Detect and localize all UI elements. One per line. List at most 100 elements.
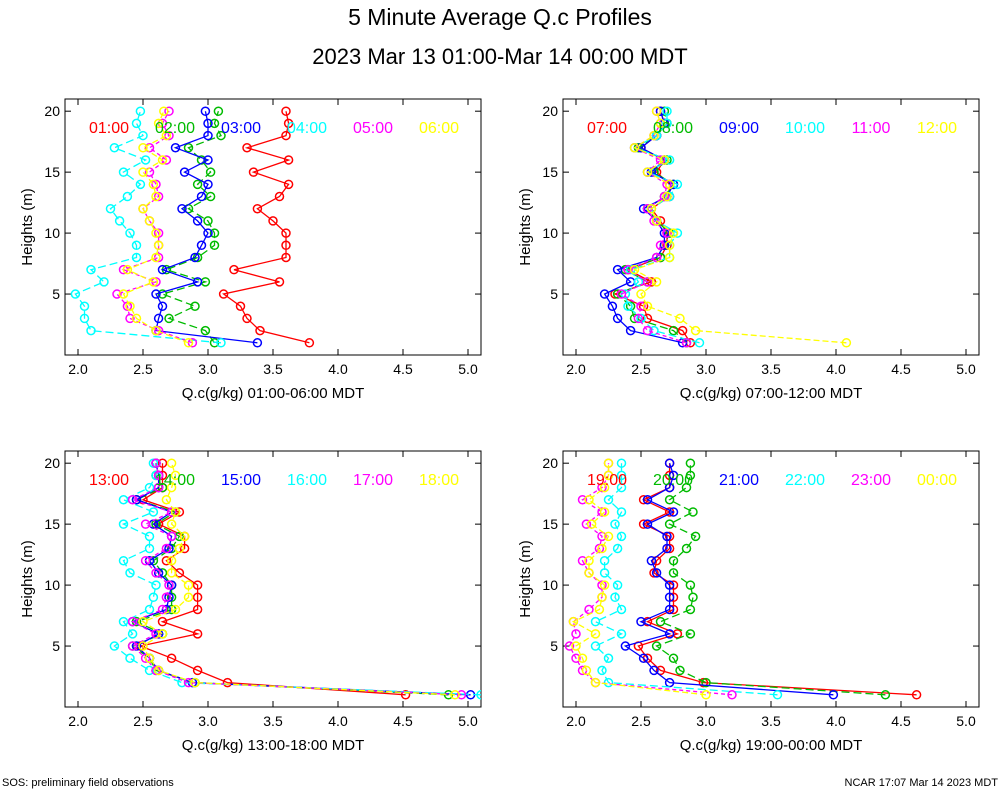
data-point — [590, 677, 601, 688]
data-point — [164, 313, 174, 324]
data-point — [638, 301, 649, 311]
data-point — [649, 130, 659, 141]
data-point — [148, 277, 159, 287]
x-tick-label: 2.0 — [68, 713, 88, 729]
chart-panel-1: 2.0 2.5 3.0 3.5 4.0 4.5 5.0 5 10 15 20 Q.c(g/kg) 01… — [19, 98, 482, 402]
data-point — [616, 604, 627, 615]
data-point — [140, 519, 151, 529]
plot-frame — [64, 450, 482, 708]
data-point — [681, 543, 692, 554]
data-point — [664, 155, 675, 165]
data-point — [629, 143, 640, 153]
x-tick-label: 2.5 — [133, 713, 153, 729]
data-point — [164, 106, 174, 116]
legend-label: 02:00 — [155, 120, 195, 137]
data-point — [636, 301, 646, 311]
data-point — [633, 277, 644, 287]
data-point — [400, 690, 411, 700]
data-point — [599, 289, 610, 299]
data-point — [153, 482, 164, 493]
data-point — [664, 240, 675, 251]
series-line-19:00 — [637, 463, 917, 696]
data-point — [229, 264, 239, 275]
data-point — [144, 604, 155, 615]
y-tick-label: 10 — [44, 225, 60, 241]
data-point — [690, 531, 701, 542]
data-point — [205, 191, 216, 202]
series-line-17:00 — [130, 463, 462, 696]
data-point — [662, 106, 672, 116]
data-point — [151, 228, 161, 238]
data-point — [649, 325, 659, 336]
series-line-12:00 — [632, 111, 847, 344]
data-point — [668, 568, 679, 578]
data-point — [599, 568, 610, 578]
x-tick-label: 5.0 — [458, 713, 478, 729]
data-point — [642, 325, 653, 336]
legend-label: 17:00 — [353, 472, 393, 489]
data-point — [79, 301, 90, 311]
legend-label: 07:00 — [587, 120, 627, 137]
data-point — [584, 495, 594, 505]
data-point — [125, 653, 135, 663]
data-point — [153, 665, 164, 676]
data-point — [659, 155, 670, 165]
data-point — [610, 519, 620, 529]
x-tick-label: 3.5 — [263, 361, 283, 377]
data-point — [655, 665, 666, 676]
data-point — [135, 106, 146, 116]
data-point — [685, 458, 696, 468]
data-point — [218, 289, 229, 299]
data-point — [153, 568, 164, 578]
data-point — [166, 482, 177, 493]
data-point — [668, 228, 679, 238]
series-line-14:00 — [131, 463, 449, 696]
data-point — [841, 338, 852, 348]
x-axis-label: Q.c(g/kg) 19:00-00:00 MDT — [680, 737, 863, 754]
data-point — [283, 118, 294, 129]
data-point — [157, 629, 168, 639]
data-point — [594, 604, 605, 615]
data-point — [118, 289, 129, 299]
x-axis-label: Q.c(g/kg) 07:00-12:00 MDT — [680, 385, 863, 402]
data-point — [183, 580, 194, 590]
data-point — [612, 264, 623, 275]
data-point — [151, 470, 161, 481]
data-point — [151, 568, 161, 578]
data-point — [144, 543, 155, 554]
y-tick-label: 5 — [550, 286, 558, 302]
x-tick-label: 5.0 — [956, 713, 976, 729]
data-point — [642, 519, 653, 529]
x-tick-label: 4.5 — [891, 361, 911, 377]
data-point — [616, 507, 627, 517]
data-point — [651, 216, 662, 226]
y-tick-label: 20 — [44, 103, 60, 119]
data-point — [616, 289, 627, 299]
chart-panel-4: 2.0 2.5 3.0 3.5 4.0 4.5 5.0 5 10 15 20 Q.c(g/kg) 19… — [517, 450, 980, 754]
data-point — [131, 313, 142, 324]
data-point — [166, 458, 177, 468]
data-point — [603, 495, 614, 505]
data-point — [153, 629, 164, 639]
data-point — [662, 118, 672, 129]
data-point — [127, 495, 138, 505]
data-point — [590, 616, 601, 627]
data-point — [664, 592, 675, 603]
data-point — [177, 203, 187, 214]
x-tick-label: 3.0 — [696, 361, 716, 377]
data-point — [70, 289, 81, 299]
data-point — [625, 301, 636, 311]
data-point — [568, 616, 579, 627]
data-point — [161, 495, 172, 505]
data-point — [153, 313, 164, 324]
data-point — [151, 252, 161, 263]
data-point — [183, 592, 194, 603]
data-point — [170, 143, 181, 153]
data-point — [203, 155, 213, 165]
data-point — [190, 252, 200, 263]
plot-area — [599, 106, 852, 348]
data-point — [662, 531, 672, 542]
series-line-20:00 — [655, 463, 886, 696]
data-point — [599, 555, 610, 566]
legend-label: 20:00 — [653, 472, 693, 489]
